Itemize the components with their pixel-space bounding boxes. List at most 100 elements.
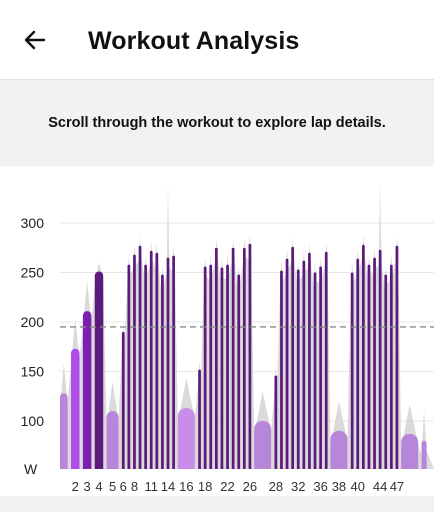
lap-bar-base-7 xyxy=(127,467,131,469)
lap-bar-11[interactable] xyxy=(149,250,153,469)
lap-bar-4[interactable] xyxy=(94,271,104,469)
lap-bar-6[interactable] xyxy=(121,331,125,469)
lap-bar-23[interactable] xyxy=(231,247,235,469)
lap-bar-35[interactable] xyxy=(313,272,317,470)
y-tick-label-150: 150 xyxy=(21,364,45,380)
lap-bar-base-33 xyxy=(302,467,306,469)
lap-bar-40[interactable] xyxy=(356,258,360,469)
lap-bar-5[interactable] xyxy=(106,411,119,469)
chart-scroll-track[interactable] xyxy=(0,496,434,512)
y-tick-label-300: 300 xyxy=(21,215,45,231)
y-tick-label-200: 200 xyxy=(21,314,45,330)
lap-bar-18[interactable] xyxy=(203,266,207,469)
lap-bar-base-44 xyxy=(378,467,382,469)
x-tick-label-8: 8 xyxy=(131,479,138,494)
lap-bar-7[interactable] xyxy=(127,264,131,469)
lap-bar-41[interactable] xyxy=(362,244,365,469)
lap-bar-base-26 xyxy=(248,467,252,469)
x-tick-label-38: 38 xyxy=(332,479,346,494)
lap-bar-13[interactable] xyxy=(161,274,164,469)
lap-bar-29[interactable] xyxy=(280,270,283,469)
instruction-banner: Scroll through the workout to explore la… xyxy=(0,80,434,166)
lap-bar-base-17 xyxy=(198,467,201,469)
lap-bar-base-43 xyxy=(373,467,376,469)
x-tick-label-40: 40 xyxy=(351,479,365,494)
lap-bar-base-34 xyxy=(308,467,311,469)
x-tick-label-28: 28 xyxy=(269,479,283,494)
lap-bar-31[interactable] xyxy=(291,246,295,469)
lap-bar-45[interactable] xyxy=(384,274,388,469)
lap-bar-base-35 xyxy=(313,467,317,469)
lap-bar-2[interactable] xyxy=(71,348,80,469)
lap-bar-base-8 xyxy=(133,467,136,469)
lap-bar-15[interactable] xyxy=(172,255,175,469)
page-title: Workout Analysis xyxy=(88,27,300,55)
lap-bar-base-20 xyxy=(214,467,218,469)
lap-bar-37[interactable] xyxy=(324,251,328,469)
lap-bar-44[interactable] xyxy=(378,249,382,469)
x-tick-label-22: 22 xyxy=(220,479,234,494)
lap-power-chart[interactable]: 100 150 200 250 300 W 2 3 4 5 6 8 11 14 16 18 22 26 28 32 36… xyxy=(0,166,434,496)
lap-bar-base-13 xyxy=(161,467,164,469)
lap-bar-base-11 xyxy=(149,467,153,469)
lap-bar-22[interactable] xyxy=(226,264,229,469)
lap-bar-base-49 xyxy=(421,466,427,469)
lap-bar-28[interactable] xyxy=(274,375,278,469)
lap-bar-base-22 xyxy=(226,467,229,469)
lap-bar-16[interactable] xyxy=(177,408,195,469)
lap-bar-10[interactable] xyxy=(144,264,147,469)
lap-bar-9[interactable] xyxy=(138,245,142,469)
lap-bar-25[interactable] xyxy=(242,247,246,469)
lap-bar-34[interactable] xyxy=(308,252,311,469)
lap-bar-base-15 xyxy=(172,467,175,469)
lap-bar-19[interactable] xyxy=(209,264,213,469)
lap-bar-36[interactable] xyxy=(319,266,322,469)
lap-bar-47[interactable] xyxy=(395,245,399,469)
lap-bar-base-1 xyxy=(60,465,68,469)
lap-bar-33[interactable] xyxy=(302,260,306,469)
lap-bar-39[interactable] xyxy=(350,272,354,470)
lap-bar-32[interactable] xyxy=(296,269,300,469)
lap-bar-base-4 xyxy=(94,464,104,469)
lap-bar-48[interactable] xyxy=(401,433,419,469)
lap-bar-21[interactable] xyxy=(220,267,224,469)
lap-bar-42[interactable] xyxy=(367,264,371,469)
lap-bar-base-16 xyxy=(177,461,195,469)
lap-bar-1[interactable] xyxy=(60,393,68,469)
lap-bar-24[interactable] xyxy=(237,274,241,469)
lap-bar-8[interactable] xyxy=(133,254,136,469)
lap-bar-49[interactable] xyxy=(421,440,427,469)
lap-power-chart-svg[interactable]: 100 150 200 250 300 W 2 3 4 5 6 8 11 14 16 18 22 26 28 32 36… xyxy=(0,166,434,496)
y-tick-label-100: 100 xyxy=(21,413,45,429)
lap-bar-17[interactable] xyxy=(198,369,201,469)
lap-bar-12[interactable] xyxy=(155,252,159,469)
lap-bar-26[interactable] xyxy=(248,243,252,469)
lap-bar-38[interactable] xyxy=(330,430,348,469)
lap-bar-base-41 xyxy=(362,467,365,469)
x-tick-label-36: 36 xyxy=(313,479,327,494)
lap-bar-base-36 xyxy=(319,467,322,469)
lap-bar-30[interactable] xyxy=(285,258,289,469)
lap-bar-base-6 xyxy=(121,467,125,469)
back-button[interactable] xyxy=(18,24,52,56)
lap-bar-43[interactable] xyxy=(373,257,376,469)
lap-bar-base-5 xyxy=(106,463,119,469)
lap-bar-20[interactable] xyxy=(214,247,218,469)
x-tick-label-2: 2 xyxy=(72,479,79,494)
lap-bar-base-18 xyxy=(203,467,207,469)
lap-bar-base-14 xyxy=(166,467,170,469)
y-tick-label-250: 250 xyxy=(21,265,45,281)
x-tick-label-44: 44 xyxy=(373,479,387,494)
x-tick-label-11: 11 xyxy=(144,479,158,494)
lap-bar-base-31 xyxy=(291,467,295,469)
lap-bar-3[interactable] xyxy=(82,311,92,469)
lap-bar-base-10 xyxy=(144,467,147,469)
lap-bar-14[interactable] xyxy=(166,257,170,469)
lap-bar-base-39 xyxy=(350,467,354,469)
lap-bar-base-19 xyxy=(209,467,213,469)
lap-bar-46[interactable] xyxy=(389,264,393,469)
lap-bar-base-47 xyxy=(395,467,399,469)
lap-bar-27[interactable] xyxy=(254,421,272,469)
lap-bar-base-40 xyxy=(356,467,360,469)
x-tick-label-4: 4 xyxy=(95,479,102,494)
